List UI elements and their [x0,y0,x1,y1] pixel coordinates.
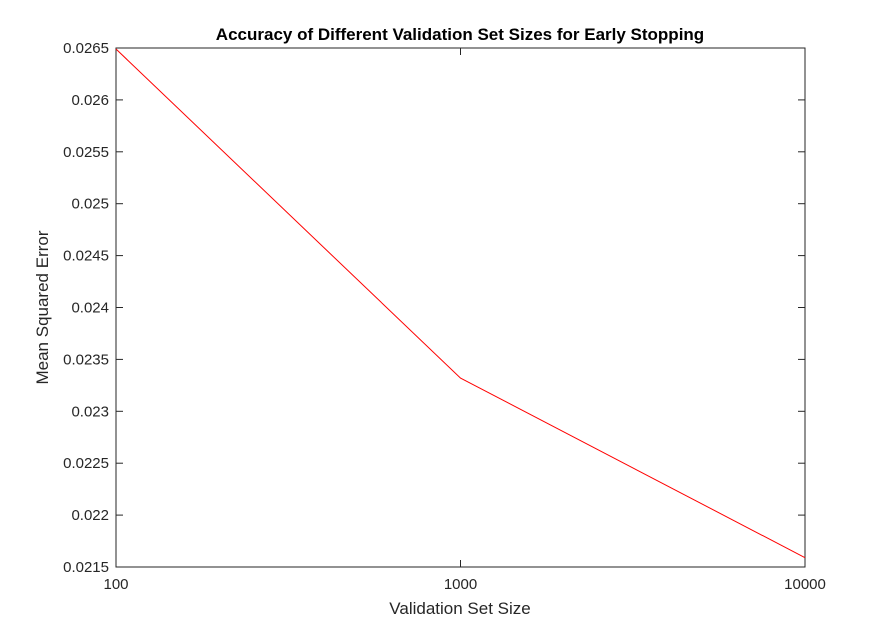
y-tick-label: 0.023 [71,403,109,420]
x-axis-ticks: 100 1000 10000 [103,48,826,593]
y-tick-label: 0.022 [71,507,109,524]
y-axis-ticks: 0.0215 0.022 0.0225 0.023 0.0235 0.024 0.0245 0… [63,40,805,576]
y-tick-label: 0.0255 [63,144,109,161]
y-tick-label: 0.025 [71,196,109,213]
series-line [115,48,806,559]
y-tick-label: 0.026 [71,92,109,109]
plot-area [115,47,806,568]
series-layer [115,48,806,559]
x-axis-label: Validation Set Size [389,599,530,618]
x-tick-label: 1000 [444,576,477,593]
y-axis-label: Mean Squared Error [33,230,52,384]
x-tick-label: 10000 [784,576,826,593]
chart-title: Accuracy of Different Validation Set Siz… [216,25,704,44]
y-tick-label: 0.024 [71,300,109,317]
y-tick-label: 0.0245 [63,248,109,265]
y-tick-label: 0.0225 [63,455,109,472]
y-tick-label: 0.0235 [63,351,109,368]
x-tick-label: 100 [103,576,128,593]
y-tick-label: 0.0215 [63,559,109,576]
y-tick-label: 0.0265 [63,40,109,57]
